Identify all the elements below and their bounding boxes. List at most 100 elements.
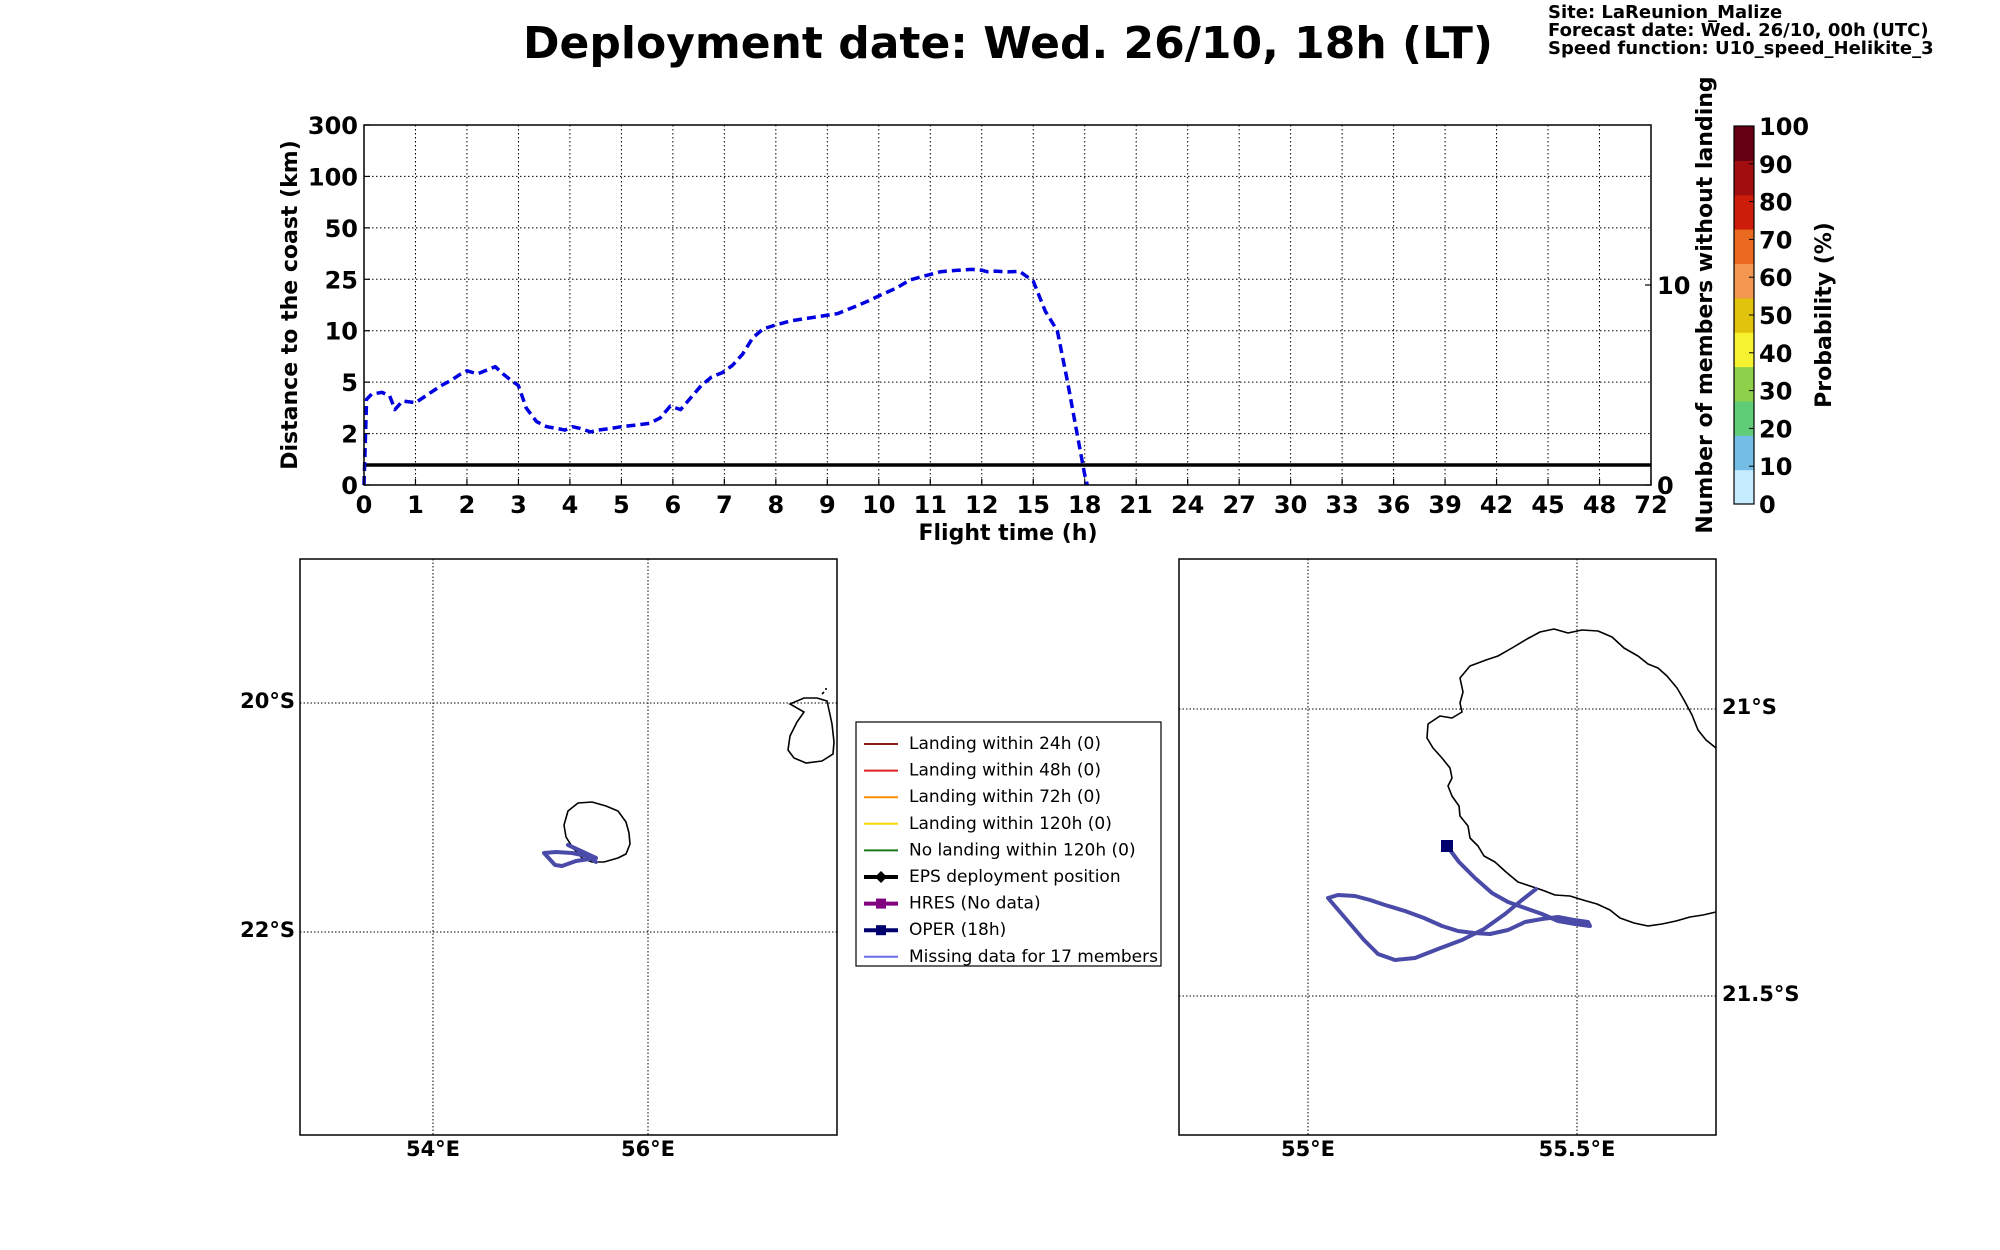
x-tick-label: 1 bbox=[407, 491, 424, 519]
x-tick-label: 48 bbox=[1583, 491, 1616, 519]
y-tick-label: 300 bbox=[308, 112, 358, 140]
x-tick-label: 7 bbox=[716, 491, 733, 519]
colorbar-tick-label: 10 bbox=[1759, 453, 1792, 481]
y2-axis-label: Number of members without landing bbox=[1693, 76, 1718, 533]
legend-box bbox=[855, 721, 1162, 967]
legend-label: HRES (No data) bbox=[909, 894, 1041, 914]
speed-function-label: Speed function: U10_speed_Helikite_3 bbox=[1548, 38, 1934, 59]
legend-label: Landing within 48h (0) bbox=[909, 761, 1101, 781]
overview-map: 20°S 22°S 54°E 56°E bbox=[240, 558, 838, 1161]
colorbar-cell bbox=[1734, 366, 1754, 402]
colorbar-cell bbox=[1734, 297, 1754, 333]
legend: Landing within 24h (0) Landing within 48h… bbox=[855, 721, 1162, 967]
lon-label-54e: 54°E bbox=[406, 1137, 460, 1161]
distance-series bbox=[362, 267, 1089, 486]
legend-marker bbox=[876, 925, 886, 936]
legend-label: Landing within 72h (0) bbox=[909, 787, 1101, 807]
x-tick-label: 45 bbox=[1531, 491, 1564, 519]
distance-line bbox=[362, 267, 1089, 486]
x-tick-label: 6 bbox=[665, 491, 682, 519]
x-tick-label: 3 bbox=[510, 491, 527, 519]
x-tick-label: 18 bbox=[1068, 491, 1101, 519]
colorbar-cell bbox=[1734, 194, 1754, 230]
zoom-map: 21°S 21.5°S 55°E 55.5°E bbox=[1178, 558, 1799, 1161]
y-tick-label: 50 bbox=[325, 215, 358, 243]
lon-label-55-5e: 55.5°E bbox=[1539, 1137, 1616, 1161]
colorbar-tick-label: 60 bbox=[1759, 264, 1792, 292]
x-tick-label: 15 bbox=[1017, 491, 1050, 519]
x-tick-label: 8 bbox=[767, 491, 784, 519]
legend-label: OPER (18h) bbox=[909, 920, 1006, 940]
x-tick-label: 72 bbox=[1634, 491, 1667, 519]
site-label: Site: LaReunion_Malize bbox=[1548, 2, 1782, 23]
distance-chart: 0 1 2 3 4 5 6 7 8 9 10 11 12 15 18 21 24 27 30 33 36 39 42 45 48… bbox=[278, 76, 1718, 546]
x-tick-label: 0 bbox=[356, 491, 373, 519]
islet-coastline bbox=[821, 688, 827, 695]
colorbar-cell bbox=[1734, 160, 1754, 196]
oper-deployment-marker bbox=[1441, 840, 1453, 852]
x-tick-label: 36 bbox=[1377, 491, 1410, 519]
legend-item: Landing within 72h (0) bbox=[864, 787, 1101, 807]
lon-label-55e: 55°E bbox=[1281, 1137, 1335, 1161]
mauritius-coastline bbox=[787, 697, 835, 764]
lat-label-21s: 21°S bbox=[1722, 695, 1777, 719]
colorbar-tick-label: 90 bbox=[1759, 151, 1792, 179]
y2-tick-label: 0 bbox=[1657, 472, 1674, 500]
y-tick-label: 100 bbox=[308, 163, 358, 191]
overview-trajectory bbox=[542, 843, 598, 868]
colorbar-cell bbox=[1734, 469, 1754, 505]
forecast-label: Forecast date: Wed. 26/10, 00h (UTC) bbox=[1548, 20, 1929, 41]
lat-label-21-5s: 21.5°S bbox=[1722, 982, 1799, 1006]
legend-item: OPER (18h) bbox=[864, 920, 1006, 940]
colorbar-cell bbox=[1734, 400, 1754, 436]
chart-title: Deployment date: Wed. 26/10, 18h (LT) bbox=[523, 18, 1493, 69]
legend-label: Landing within 24h (0) bbox=[909, 734, 1101, 754]
y-tick-label: 2 bbox=[341, 421, 358, 449]
legend-marker bbox=[875, 871, 887, 883]
x-tick-label: 24 bbox=[1171, 491, 1204, 519]
colorbar-label: Probability (%) bbox=[1812, 222, 1837, 408]
legend-item: EPS deployment position bbox=[864, 867, 1121, 887]
legend-label: No landing within 120h (0) bbox=[909, 840, 1136, 860]
legend-label: Landing within 120h (0) bbox=[909, 814, 1112, 834]
reunion-coastline-zoom bbox=[1426, 628, 1717, 927]
colorbar-cells bbox=[1734, 126, 1754, 505]
x-tick-label: 30 bbox=[1274, 491, 1307, 519]
x-tick-label: 2 bbox=[459, 491, 476, 519]
x-tick-label: 10 bbox=[862, 491, 895, 519]
colorbar-tick-label: 100 bbox=[1759, 113, 1809, 141]
y-axis-label: Distance to the coast (km) bbox=[278, 140, 303, 470]
y-tick-label: 5 bbox=[341, 369, 358, 397]
x-tick-label: 11 bbox=[914, 491, 947, 519]
probability-colorbar: 0 10 20 30 40 50 60 70 80 90 100 Probability (%) bbox=[1733, 113, 1837, 519]
x-tick-label: 21 bbox=[1119, 491, 1152, 519]
colorbar-tick-label: 50 bbox=[1759, 302, 1792, 330]
colorbar-cell bbox=[1734, 126, 1754, 161]
lon-label-56e: 56°E bbox=[621, 1137, 675, 1161]
legend-item: Missing data for 17 members bbox=[864, 947, 1158, 967]
y-tick-label: 0 bbox=[341, 472, 358, 500]
x-tick-label: 12 bbox=[965, 491, 998, 519]
legend-item: HRES (No data) bbox=[864, 894, 1041, 914]
zoom-trajectory bbox=[1326, 844, 1592, 962]
legend-item: No landing within 120h (0) bbox=[864, 840, 1136, 860]
colorbar-cell bbox=[1734, 263, 1754, 299]
colorbar-cell bbox=[1734, 435, 1754, 471]
legend-item: Landing within 48h (0) bbox=[864, 761, 1101, 781]
y2-tick-labels: 0 10 bbox=[1657, 272, 1690, 500]
x-tick-label: 39 bbox=[1428, 491, 1461, 519]
x-tick-label: 4 bbox=[562, 491, 579, 519]
x-tick-label: 42 bbox=[1480, 491, 1513, 519]
legend-item: Landing within 120h (0) bbox=[864, 814, 1112, 834]
legend-marker bbox=[876, 898, 886, 909]
lat-label-20s: 20°S bbox=[240, 689, 295, 713]
colorbar-cell bbox=[1734, 229, 1754, 264]
colorbar-cell bbox=[1734, 332, 1754, 368]
legend-label: Missing data for 17 members bbox=[909, 947, 1158, 967]
colorbar-tick-label: 80 bbox=[1759, 189, 1792, 217]
y-tick-label: 10 bbox=[325, 318, 358, 346]
colorbar-tick-label: 30 bbox=[1759, 378, 1792, 406]
colorbar-tick-label: 0 bbox=[1759, 491, 1776, 519]
